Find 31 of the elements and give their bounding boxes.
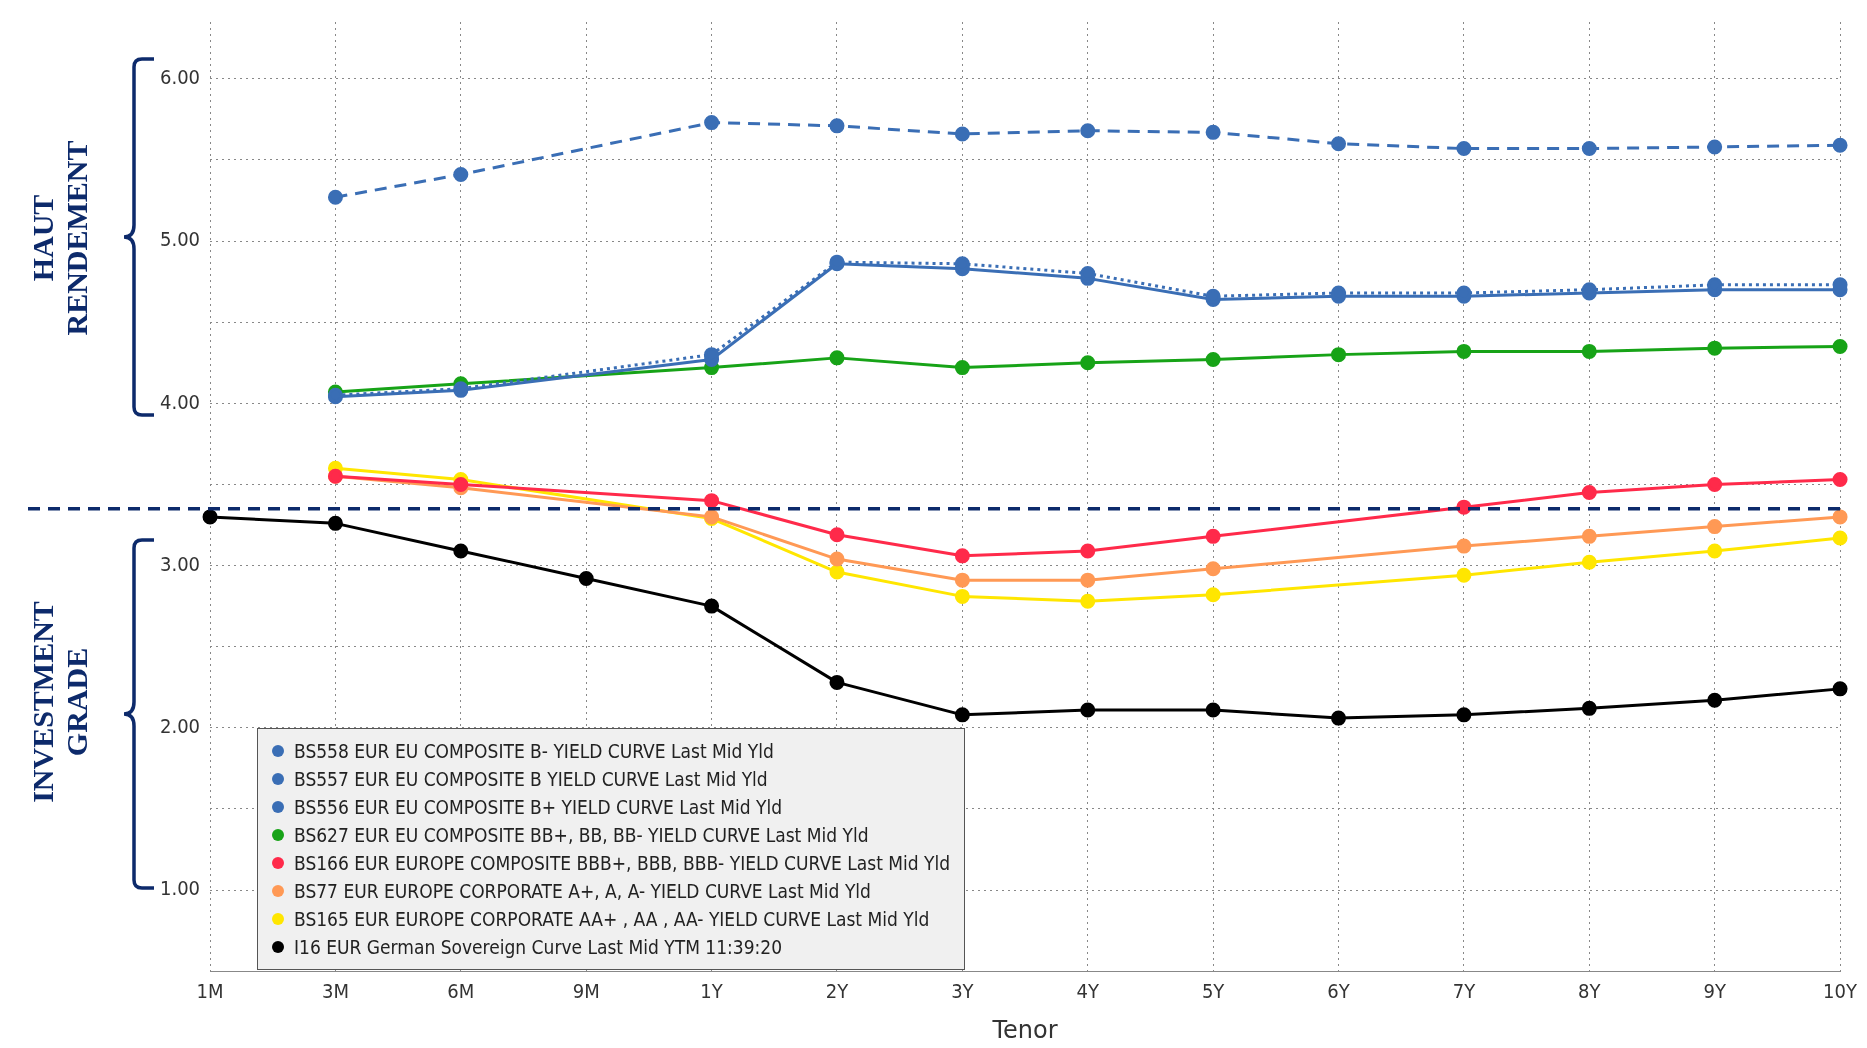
y-tick-label: 4.00 xyxy=(159,389,201,414)
y-tick-label: 3.00 xyxy=(159,551,201,576)
x-tick-label: 1Y xyxy=(700,979,724,1004)
legend-label: BS77 EUR EUROPE CORPORATE A+, A, A- YIELD CURVE Last Mid Yld xyxy=(294,880,871,902)
x-tick-label: 7Y xyxy=(1452,979,1477,1004)
x-axis-title: Tenor xyxy=(991,1015,1058,1044)
legend-label: I16 EUR German Sovereign Curve Last Mid YTM 11:39:20 xyxy=(294,936,783,958)
legend-label: BS166 EUR EUROPE COMPOSITE BBB+, BBB, BBB- YIELD CURVE Last Mid Yld xyxy=(294,852,951,874)
legend-label: BS557 EUR EU COMPOSITE B YIELD CURVE Last Mid Yld xyxy=(294,768,768,790)
x-tick-label: 6Y xyxy=(1327,979,1351,1004)
x-tick-label: 1M xyxy=(196,979,224,1004)
text: HAUT RENDEMENT xyxy=(26,139,94,338)
legend-label: BS627 EUR EU COMPOSITE BB+, BB, BB- YIELD CURVE Last Mid Yld xyxy=(294,824,869,846)
x-tick-label: 9M xyxy=(572,979,600,1004)
x-tick-label: 8Y xyxy=(1578,979,1602,1004)
legend-label: BS165 EUR EUROPE CORPORATE AA+ , AA , AA- YIELD CURVE Last Mid Yld xyxy=(294,908,930,930)
y-tick-label: 5.00 xyxy=(159,227,201,252)
x-tick-label: 9Y xyxy=(1703,979,1727,1004)
x-tick-label: 5Y xyxy=(1201,979,1226,1004)
legend-label: BS556 EUR EU COMPOSITE B+ YIELD CURVE Last Mid Yld xyxy=(294,796,783,818)
legend-label: BS558 EUR EU COMPOSITE B- YIELD CURVE Last Mid Yld xyxy=(294,740,774,762)
y-tick-label: 1.00 xyxy=(159,876,201,901)
y-tick-label: 2.00 xyxy=(159,714,201,739)
y-tick-label: 6.00 xyxy=(159,64,201,89)
x-tick-label: 2Y xyxy=(825,979,850,1004)
x-tick-label: 3Y xyxy=(951,979,975,1004)
x-tick-label: 4Y xyxy=(1076,979,1100,1004)
x-tick-label: 10Y xyxy=(1823,979,1859,1004)
x-tick-label: 3M xyxy=(321,979,349,1004)
x-tick-label: 6M xyxy=(447,979,475,1004)
text: INVESTMENT GRADE xyxy=(26,600,94,805)
